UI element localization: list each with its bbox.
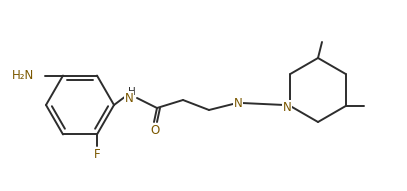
Text: H: H xyxy=(128,87,136,97)
Text: H₂N: H₂N xyxy=(12,69,34,82)
Text: N: N xyxy=(234,96,243,109)
Text: F: F xyxy=(94,148,100,161)
Text: N: N xyxy=(125,91,133,104)
Text: N: N xyxy=(283,100,292,113)
Text: O: O xyxy=(150,125,160,138)
